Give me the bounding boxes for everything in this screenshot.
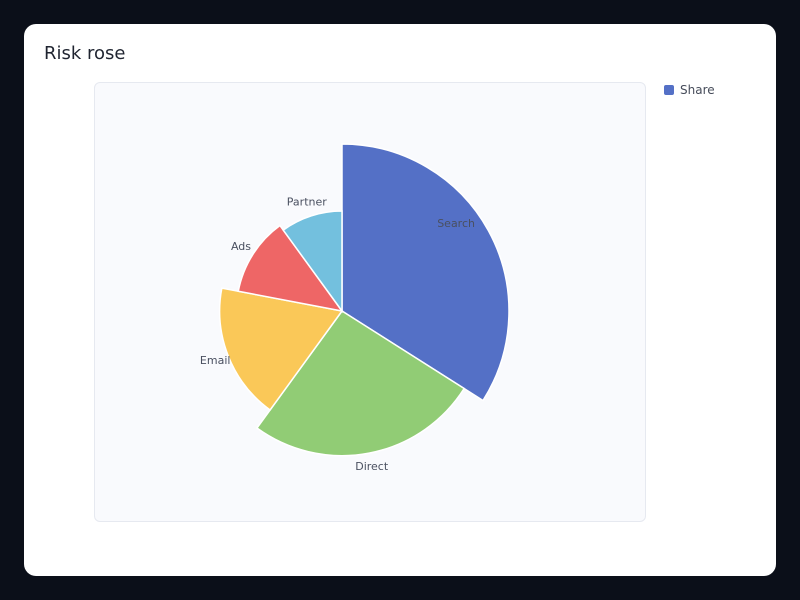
legend-label-share: Share: [680, 83, 715, 97]
slice-search[interactable]: [341, 143, 510, 402]
slice-label-search: Search: [437, 217, 475, 230]
legend[interactable]: Share: [664, 83, 715, 97]
slice-label-direct: Direct: [355, 460, 389, 473]
chart-card: Risk rose Search Direct Email Ads Partner Sh…: [24, 24, 776, 576]
legend-swatch-share: [664, 85, 674, 95]
chart-title: Risk rose: [44, 43, 126, 64]
slice-ads[interactable]: [237, 224, 344, 313]
rose-chart: Search Direct Email Ads Partner: [200, 143, 510, 473]
slice-email[interactable]: [218, 287, 344, 412]
slice-partner[interactable]: [282, 210, 343, 314]
slice-label-email: Email: [200, 354, 231, 367]
slice-direct[interactable]: [255, 309, 466, 457]
slice-label-partner: Partner: [287, 196, 327, 209]
slice-label-ads: Ads: [231, 240, 251, 253]
